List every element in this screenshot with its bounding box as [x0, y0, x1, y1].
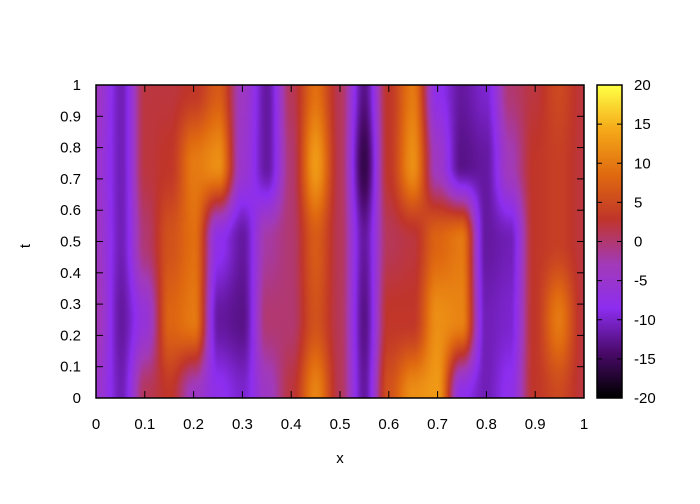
- x-tick-label: 0.6: [378, 416, 399, 433]
- x-tick-label: 0.9: [525, 416, 546, 433]
- x-axis-ticks: 0 0.1 0.2 0.3 0.4 0.5 0.6 0.7 0.8 0.9 1: [92, 85, 588, 433]
- y-tick-label: 0.6: [60, 202, 81, 219]
- colorbar-tick-label: 20: [634, 77, 651, 94]
- y-tick-label: 0.5: [60, 234, 81, 251]
- y-tick-label: 0.3: [60, 296, 81, 313]
- plot-area: 0 0.1 0.2 0.3 0.4 0.5 0.6 0.7 0.8 0.9 1 0 0.1 0.2 0.3…: [60, 77, 588, 433]
- y-tick-label: 0.2: [60, 327, 81, 344]
- colorbar: -20 -15 -10 -5 0 5 10 15 20: [596, 77, 656, 407]
- colorbar-tick-label: 0: [634, 234, 642, 251]
- y-tick-label: 0: [73, 390, 81, 407]
- y-tick-label: 0.8: [60, 140, 81, 157]
- x-tick-label: 0: [92, 416, 100, 433]
- x-tick-label: 0.3: [232, 416, 253, 433]
- y-tick-label: 0.4: [60, 265, 81, 282]
- y-tick-label: 1: [73, 77, 81, 94]
- colorbar-tick-label: -20: [634, 390, 656, 407]
- x-tick-label: 0.7: [427, 416, 448, 433]
- x-axis-label: x: [336, 450, 344, 467]
- colorbar-tick-label: 10: [634, 155, 651, 172]
- x-tick-label: 1: [580, 416, 588, 433]
- colorbar-tick-label: 5: [634, 194, 642, 211]
- colorbar-tick-label: 15: [634, 116, 651, 133]
- colorbar-tick-label: -10: [634, 312, 656, 329]
- heatmap-image: [96, 85, 584, 398]
- x-tick-label: 0.5: [330, 416, 351, 433]
- colorbar-tick-label: -15: [634, 351, 656, 368]
- x-tick-label: 0.8: [476, 416, 497, 433]
- x-tick-label: 0.4: [281, 416, 302, 433]
- y-axis-ticks: 0 0.1 0.2 0.3 0.4 0.5 0.6 0.7 0.8 0.9 1: [60, 77, 584, 407]
- y-tick-label: 0.7: [60, 171, 81, 188]
- x-tick-label: 0.1: [134, 416, 155, 433]
- x-tick-label: 0.2: [183, 416, 204, 433]
- y-tick-label: 0.9: [60, 108, 81, 125]
- colorbar-ticks: -20 -15 -10 -5 0 5 10 15 20: [597, 77, 656, 407]
- y-axis-label: t: [17, 243, 34, 248]
- colorbar-tick-label: -5: [634, 273, 647, 290]
- y-tick-label: 0.1: [60, 359, 81, 376]
